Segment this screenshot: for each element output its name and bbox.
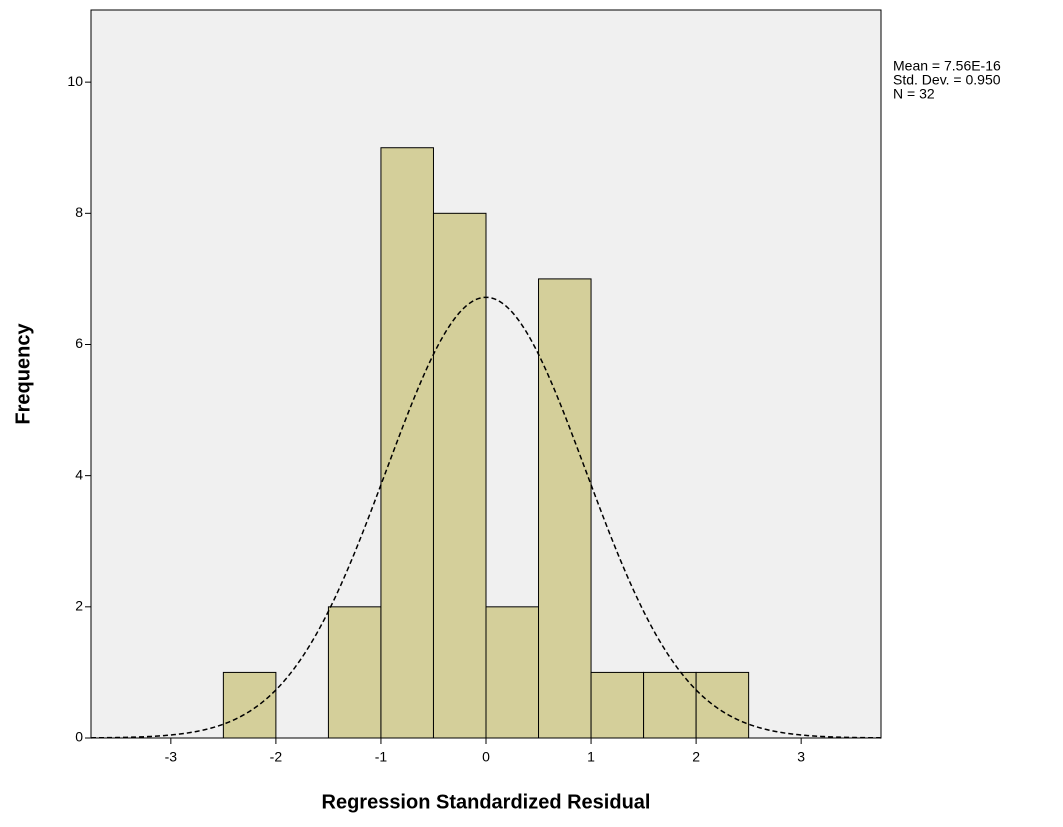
- x-axis-title: Regression Standardized Residual: [322, 791, 651, 813]
- y-tick-label: 8: [75, 204, 83, 220]
- stat-label: N = 32: [893, 86, 935, 102]
- x-tick-label: 3: [797, 749, 805, 765]
- y-tick-label: 10: [67, 73, 83, 89]
- bar: [695, 671, 750, 739]
- bar: [538, 278, 592, 739]
- bar: [432, 212, 487, 739]
- x-tick-label: 1: [587, 749, 595, 765]
- stat-label: Mean = 7.56E-16: [893, 58, 1001, 74]
- x-tick-label: -1: [375, 749, 388, 765]
- x-tick-label: 2: [692, 749, 700, 765]
- y-axis-title: Frequency: [12, 323, 34, 425]
- y-tick-label: 2: [75, 598, 83, 614]
- x-tick-label: -2: [270, 749, 283, 765]
- bar: [643, 671, 697, 739]
- stat-label: Std. Dev. = 0.950: [893, 72, 1001, 88]
- y-tick-label: 0: [75, 729, 83, 745]
- x-tick-label: -3: [165, 749, 178, 765]
- y-tick-label: 4: [75, 466, 83, 482]
- bar: [380, 147, 434, 739]
- bar: [485, 606, 540, 739]
- x-tick-label: 0: [482, 749, 490, 765]
- bar: [222, 671, 277, 739]
- bar: [590, 671, 645, 739]
- y-tick-label: 6: [75, 335, 83, 351]
- bar: [327, 606, 382, 739]
- normal-curve: [90, 296, 882, 739]
